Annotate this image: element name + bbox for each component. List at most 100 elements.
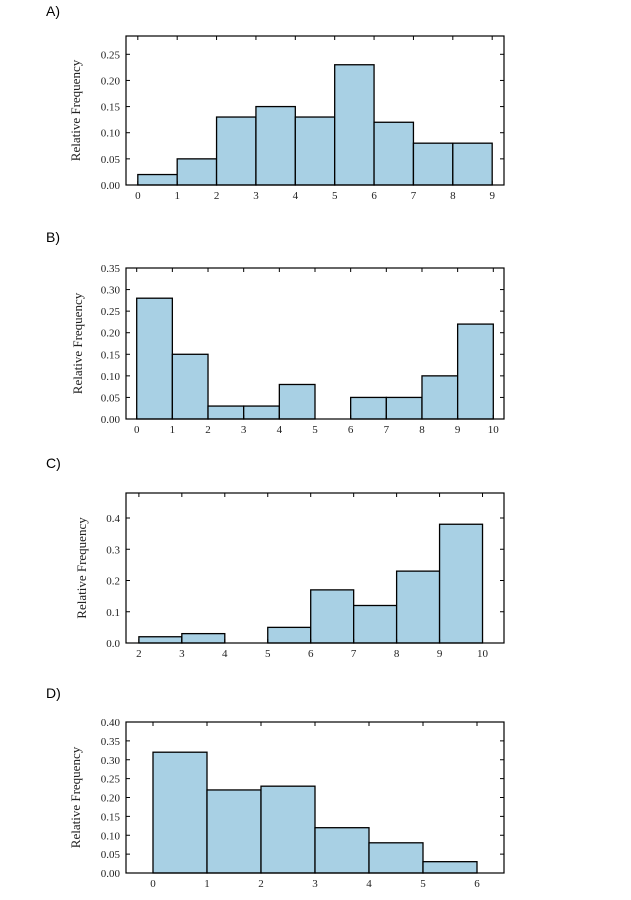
panel-label-a: A) [46,3,60,19]
y-tick-label: 0.05 [101,154,121,166]
bar [350,396,387,420]
panel-label-b: B) [46,229,60,245]
y-tick-label: 0.00 [101,180,121,192]
bar [260,785,316,874]
bar [152,751,208,874]
x-tick-label: 3 [241,424,247,436]
bar [243,405,280,420]
y-tick-label: 0.10 [101,830,121,842]
bar [422,861,478,874]
x-tick-label: 7 [411,190,417,202]
bar [456,323,494,420]
histogram-b: 0 1 2 3 4 5 6 7 8 9 10 0.00 0.05 0.10 0.15 0.20 0.25 0.30… [70,263,505,436]
x-tick-label: 1 [170,424,176,436]
x-tick-label: 8 [394,648,400,660]
x-tick-label: 5 [332,190,338,202]
y-tick-label: 0.15 [101,811,121,823]
x-tick-label: 8 [450,190,456,202]
y-tick-label: 0.40 [101,717,121,729]
y-tick-label: 0.35 [101,736,121,748]
y-tick-label: 0.20 [101,793,121,805]
bar [171,353,209,420]
bar [294,116,336,186]
y-tick-label: 0.3 [106,544,120,556]
x-tick-label: 9 [455,424,461,436]
y-tick-label: 0.00 [101,868,121,880]
bar [395,570,441,644]
histogram-c: 2 3 4 5 6 7 8 9 10 0.0 0.1 0.2 0.3 0.4 Relative Freque… [74,492,505,660]
panel-label-d: D) [46,685,61,701]
x-tick-label: 2 [136,648,142,660]
x-tick-label: 6 [474,878,480,890]
y-tick-label: 0.20 [101,328,121,340]
x-tick-label: 6 [371,190,377,202]
x-tick-label: 4 [277,424,283,436]
x-tick-label: 0 [134,424,140,436]
panel-label-c: C) [46,455,61,471]
bar [412,142,454,186]
y-tick-label: 0.10 [101,371,121,383]
y-tick-label: 0.15 [101,102,121,114]
bar [181,632,226,644]
x-tick-label: 4 [366,878,372,890]
y-tick-label: 0.25 [101,774,121,786]
bar [267,626,312,644]
x-tick-label: 0 [135,190,141,202]
x-tick-label: 8 [419,424,425,436]
bar [373,121,415,186]
y-tick-label: 0.15 [101,349,121,361]
bar [452,142,493,186]
y-axis-label: Relative Frequency [74,517,89,619]
x-tick-label: 2 [214,190,220,202]
y-axis-label: Relative Frequency [68,746,83,848]
bar [353,604,398,644]
bar [206,789,262,874]
y-tick-label: 0.0 [106,638,120,650]
x-tick-label: 9 [437,648,443,660]
y-tick-label: 0.4 [106,513,120,525]
y-tick-label: 0.05 [101,849,121,861]
x-tick-label: 10 [477,648,489,660]
bar [314,827,370,874]
x-tick-label: 5 [265,648,271,660]
bar [278,383,316,420]
x-tick-label: 0 [150,878,156,890]
y-tick-label: 0.30 [101,755,121,767]
x-tick-label: 3 [253,190,259,202]
bar [255,105,296,186]
bar [368,842,424,874]
y-tick-label: 0.00 [101,414,121,426]
x-tick-label: 3 [312,878,318,890]
y-tick-label: 0.05 [101,392,121,404]
bar [438,523,484,644]
x-tick-label: 1 [174,190,180,202]
x-tick-label: 3 [179,648,185,660]
x-tick-label: 5 [420,878,426,890]
x-tick-label: 1 [204,878,210,890]
x-tick-label: 2 [205,424,211,436]
y-tick-label: 0.25 [101,49,121,61]
bar [137,173,178,186]
bar [136,297,174,420]
bar [310,589,355,644]
bar [215,116,257,186]
x-tick-label: 9 [489,190,495,202]
x-tick-label: 7 [384,424,390,436]
y-tick-label: 0.30 [101,285,121,297]
y-tick-label: 0.35 [101,263,121,275]
plot-frame [125,492,505,644]
y-tick-label: 0.25 [101,306,121,318]
x-tick-label: 6 [308,648,314,660]
plot-frame [125,35,505,186]
y-tick-label: 0.2 [106,576,120,588]
bar [207,405,245,420]
y-tick-label: 0.10 [101,128,121,140]
x-tick-label: 7 [351,648,357,660]
y-axis-label: Relative Frequency [68,59,83,161]
bar [138,636,183,644]
x-tick-label: 4 [222,648,228,660]
x-tick-label: 4 [293,190,299,202]
histogram-d: 0 1 2 3 4 5 6 0.00 0.05 0.10 0.15 0.20 0.25 0.30 0.35 0… [68,717,505,890]
bar [385,396,423,420]
histogram-a: 0 1 2 3 4 5 6 7 8 9 0.00 0.05 0.10 0.15 0.20 0.25 Relati… [68,35,505,202]
